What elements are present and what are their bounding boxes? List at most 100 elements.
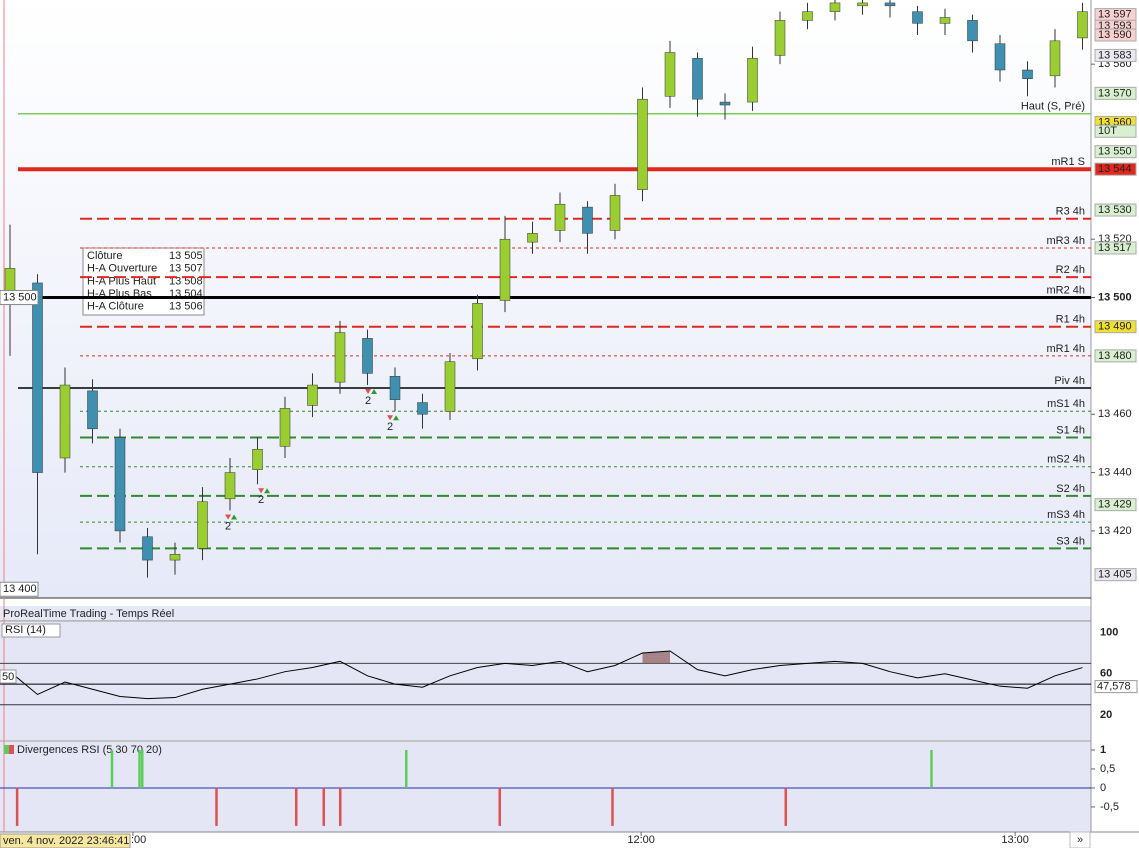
level-label: R3 4h — [1056, 206, 1085, 218]
candle-body — [802, 11, 813, 21]
legend-swatch — [4, 745, 9, 754]
div-tick-label: 0,5 — [1100, 763, 1115, 775]
divergence-bar — [322, 787, 325, 826]
candle-body — [59, 384, 71, 459]
candle-body — [444, 361, 456, 412]
price-tag-label: 13 405 — [1098, 569, 1132, 581]
divergence-panel — [0, 742, 1091, 832]
overbought-fill — [642, 650, 670, 664]
tooltip-value: 13 505 — [169, 250, 203, 262]
divergence-bar — [405, 749, 408, 788]
candle-body — [637, 98, 648, 190]
signal-arrow — [231, 514, 238, 520]
nav-button[interactable]: » — [1077, 834, 1083, 846]
price-tag-label: 13 597 — [1098, 8, 1132, 20]
div-tick-label: 1 — [1100, 744, 1106, 756]
price-tag — [1094, 145, 1137, 159]
signal-label: 2 — [365, 395, 371, 407]
divergence-bar — [15, 787, 19, 826]
left-tag-label: 13 400 — [3, 583, 37, 595]
price-tag — [1094, 320, 1137, 334]
price-tag-label: 13 530 — [1098, 204, 1132, 216]
level-label: R1 4h — [1056, 314, 1085, 326]
tooltip-label: H-A Plus Haut — [87, 275, 156, 287]
divergence-bar — [138, 749, 141, 788]
signal-label: 2 — [387, 421, 393, 433]
price-tag — [1094, 349, 1137, 363]
signal-label: 2 — [225, 520, 231, 532]
price-tag-label: 10T — [1098, 125, 1117, 137]
y-tick-label: 13 420 — [1098, 525, 1132, 537]
price-tag — [1094, 48, 1137, 62]
rsi-title: RSI (14) — [5, 624, 46, 636]
x-tick-label: 13:00 — [1001, 834, 1029, 846]
candle-body — [747, 58, 758, 103]
divergence-bar — [295, 787, 298, 826]
y-tick-label: 13 460 — [1098, 408, 1132, 420]
divergence-bar — [498, 787, 501, 826]
div-tick-label: -0,5 — [1100, 801, 1119, 813]
candle-body — [87, 390, 98, 430]
candle-body — [417, 402, 428, 415]
signal-arrow — [264, 488, 271, 494]
price-tag — [1094, 124, 1137, 138]
candle-body — [472, 303, 483, 360]
price-tag — [1094, 241, 1137, 255]
rsi-left-box — [0, 669, 17, 684]
tooltip-label: Clôture — [87, 250, 122, 262]
tooltip-value: 13 508 — [169, 275, 203, 287]
price-tag-label: 13 590 — [1098, 29, 1132, 41]
date-box — [0, 833, 131, 848]
candle-body — [857, 2, 868, 7]
candle-body — [197, 501, 208, 549]
divergence-bar — [784, 787, 787, 826]
candle-body — [334, 332, 346, 383]
signal-arrow — [258, 488, 265, 494]
candle-body — [664, 52, 676, 97]
level-label: mR3 4h — [1046, 235, 1085, 247]
left-tag — [0, 581, 39, 597]
level-label: mS2 4h — [1047, 454, 1085, 466]
level-label: mS1 4h — [1047, 398, 1085, 410]
candle-body — [994, 43, 1006, 71]
price-tag-label: 13 490 — [1098, 321, 1132, 333]
divergence-bar — [215, 787, 218, 826]
rsi-title-box — [1, 623, 61, 638]
level-label: S2 4h — [1056, 483, 1085, 495]
legend-swatch — [9, 745, 14, 754]
rsi-last-label: 47,578 — [1097, 681, 1131, 693]
candle-body — [774, 20, 786, 56]
date-label: ven. 4 nov. 2022 23:46:41 — [3, 835, 129, 847]
level-label: mR1 S — [1051, 156, 1085, 168]
nav-button-box[interactable] — [1069, 831, 1091, 848]
level-label: R2 4h — [1056, 264, 1085, 276]
divergence-bar — [611, 787, 614, 826]
candle-body — [32, 282, 43, 473]
signal-label: 2 — [258, 494, 264, 506]
rsi-tick-label: 20 — [1100, 709, 1112, 721]
divergence-bar — [141, 749, 144, 788]
level-label: S1 4h — [1056, 424, 1085, 436]
candle-body — [389, 376, 401, 400]
level-label: mR1 4h — [1046, 343, 1085, 355]
candle-body — [279, 408, 291, 447]
left-tag-label: 13 500 — [3, 291, 37, 303]
price-tag-label: 13 570 — [1098, 87, 1132, 99]
rsi-tick-label: 100 — [1100, 626, 1118, 638]
level-label: Haut (S, Pré) — [1021, 101, 1085, 113]
price-tag-label: 13 429 — [1098, 499, 1132, 511]
price-tag-label: 13 550 — [1098, 146, 1132, 158]
candle-body — [829, 2, 841, 12]
candle-body — [499, 238, 511, 301]
candle-body — [912, 11, 923, 24]
price-tag — [1094, 162, 1137, 176]
price-tag-label: 13 517 — [1098, 242, 1132, 254]
candle-body — [554, 203, 566, 231]
title-bar — [0, 606, 1091, 621]
rsi-tick-label: 60 — [1100, 668, 1112, 680]
candle-body — [114, 437, 126, 532]
axis-panel — [1091, 0, 1139, 848]
divergence-bar — [110, 749, 114, 788]
rsi-panel — [0, 622, 1091, 740]
